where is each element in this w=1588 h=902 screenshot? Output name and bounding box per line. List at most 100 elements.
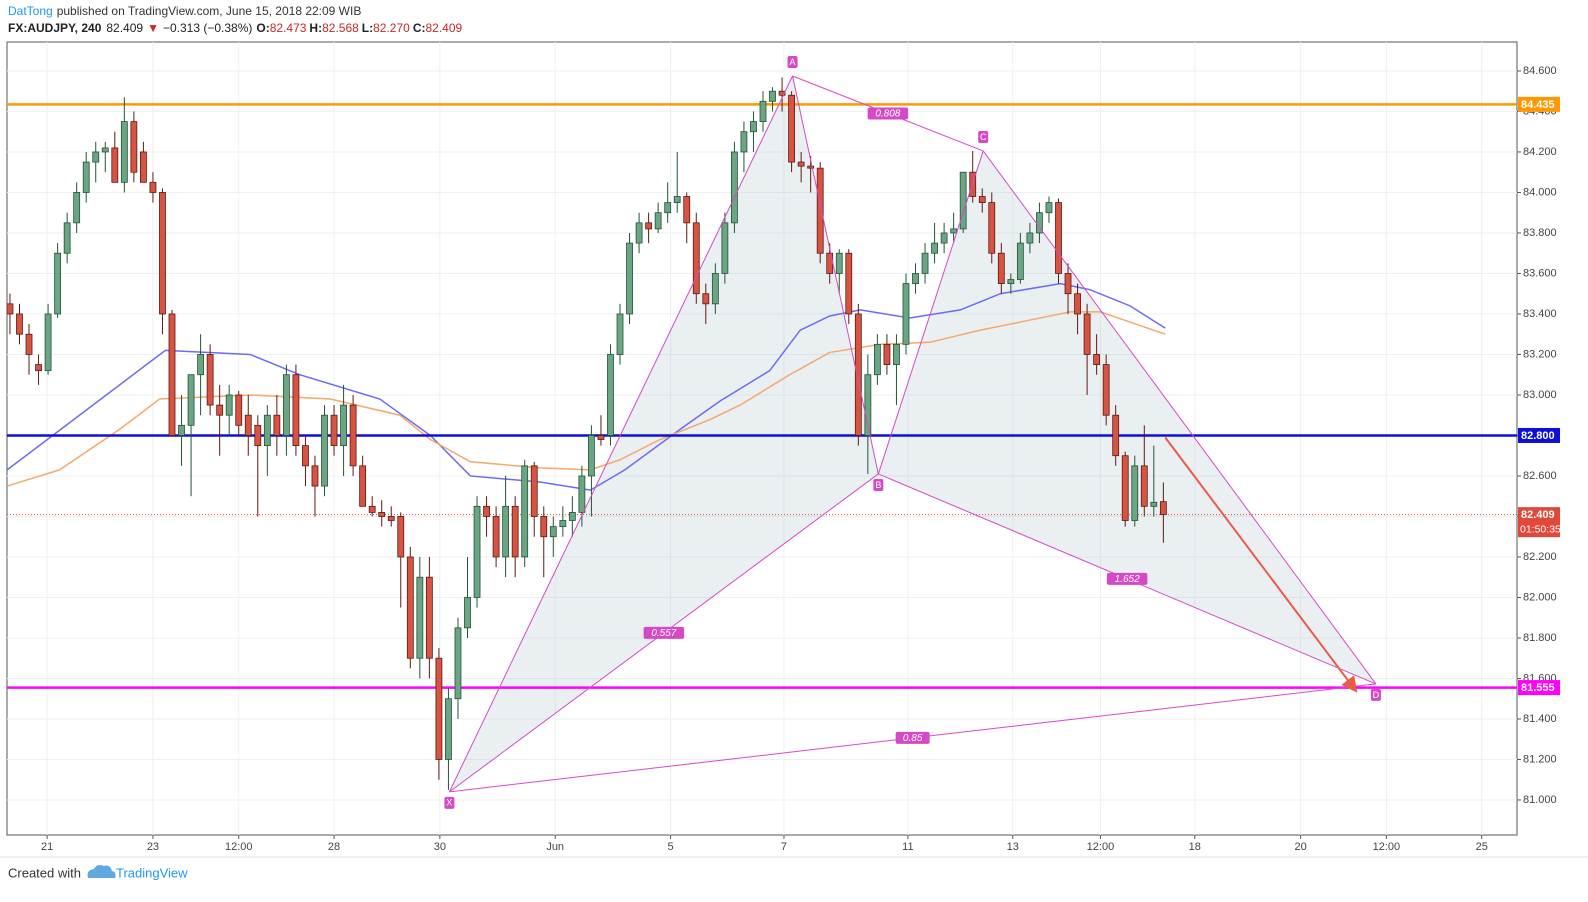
candle-body <box>168 313 176 436</box>
candle-body <box>511 505 519 558</box>
candle-body <box>521 465 529 558</box>
candle-body <box>140 151 147 183</box>
candle-body <box>1055 202 1062 274</box>
candle-body <box>807 165 815 169</box>
candle-body <box>997 252 1005 284</box>
candle-body <box>1102 364 1110 416</box>
x-tick-label: 28 <box>328 841 340 853</box>
y-tick-label: 83.600 <box>1523 267 1557 279</box>
change: −0.313 (−0.38%) <box>163 21 252 35</box>
candle-body <box>235 394 243 426</box>
y-tick-label: 84.200 <box>1523 146 1557 158</box>
candle-body <box>759 100 767 122</box>
candle-body <box>788 94 795 163</box>
pattern-leg <box>448 75 794 793</box>
candle-body <box>616 313 624 355</box>
published: published on TradingView.com, June 15, 2… <box>57 4 362 18</box>
pattern-fill <box>449 76 879 792</box>
last: 82.409 <box>106 21 143 35</box>
point-box <box>787 56 798 69</box>
candle-body <box>111 147 119 183</box>
candle-body <box>1026 232 1034 244</box>
candle-body <box>568 512 576 521</box>
level-badge <box>1518 96 1560 112</box>
candle-body <box>464 597 471 629</box>
x-tick-label: 30 <box>434 841 446 853</box>
countdown: 01:50:35 <box>1520 523 1561 535</box>
candle-body <box>692 222 700 295</box>
brand[interactable]: TradingView <box>116 865 188 880</box>
plot: 0.808 0.557 1.652 0.85 X A B C D <box>7 42 1517 835</box>
candle-body <box>149 181 157 193</box>
candle-body <box>1045 202 1053 214</box>
x-tick-label: 12:00 <box>1373 841 1401 853</box>
level-badge <box>1518 427 1560 443</box>
candle-body <box>921 252 929 274</box>
point-label: D <box>1373 690 1380 700</box>
author[interactable]: DatTong <box>8 4 53 18</box>
candle-body <box>940 232 948 244</box>
y-tick-label: 81.200 <box>1523 753 1557 765</box>
candle-body <box>959 171 967 230</box>
ratio-box <box>1106 572 1148 585</box>
candle-body <box>130 121 138 173</box>
candle-body <box>502 505 510 558</box>
candle-body <box>540 516 548 538</box>
candle-body <box>1159 501 1167 516</box>
candle-body <box>25 333 33 355</box>
candle-body <box>378 512 386 517</box>
candle-body <box>73 192 81 224</box>
candle-body <box>835 252 843 274</box>
level-badge <box>1518 680 1560 696</box>
last-price-badge <box>1518 507 1560 538</box>
candle-body <box>206 354 214 406</box>
candle-body <box>311 465 319 487</box>
y-tick-label: 82.200 <box>1523 551 1557 563</box>
candle-body <box>340 404 347 446</box>
candle-body <box>816 167 824 254</box>
candle-body <box>654 212 662 230</box>
candle-body <box>1074 293 1081 315</box>
x-tick-label: 18 <box>1189 841 1201 853</box>
candle-body <box>549 526 557 538</box>
y-tick-label: 83.800 <box>1523 227 1557 239</box>
candle-body <box>797 161 805 167</box>
last-price-label: 82.409 <box>1521 509 1555 521</box>
candle-body <box>588 435 595 477</box>
projection-arrow <box>1164 436 1358 693</box>
candle-body <box>425 576 433 659</box>
y-tick-label: 84.000 <box>1523 186 1557 198</box>
candle-body <box>1112 414 1120 457</box>
candle-body <box>216 404 224 416</box>
candle-body <box>769 90 776 102</box>
candle-body <box>435 657 443 760</box>
candle-body <box>1093 354 1101 365</box>
candle-body <box>244 414 252 436</box>
level-label: 81.555 <box>1521 682 1555 694</box>
point-box <box>873 478 884 491</box>
candle-body <box>645 222 653 230</box>
x-tick-label: 25 <box>1476 841 1488 853</box>
c: 82.409 <box>426 21 463 35</box>
ratio-label: 1.652 <box>1115 574 1140 585</box>
ratio-label: 0.85 <box>903 733 923 744</box>
ratio-label: 0.557 <box>651 628 676 639</box>
candle-body <box>1131 465 1139 521</box>
y-tick-label: 81.000 <box>1523 794 1557 806</box>
c-label: C: <box>413 21 426 35</box>
candle-body <box>673 196 681 203</box>
candle-body <box>101 147 109 153</box>
candle-body <box>473 505 481 598</box>
candle-body <box>330 414 338 446</box>
logo <box>87 865 116 878</box>
candle-body <box>1121 455 1129 521</box>
candle-body <box>978 196 986 203</box>
point-label: C <box>980 132 987 142</box>
candle-body <box>578 475 586 513</box>
point-label: X <box>446 798 452 808</box>
candle-body <box>950 228 958 234</box>
candle-body <box>559 520 567 527</box>
candle-body <box>988 202 996 254</box>
